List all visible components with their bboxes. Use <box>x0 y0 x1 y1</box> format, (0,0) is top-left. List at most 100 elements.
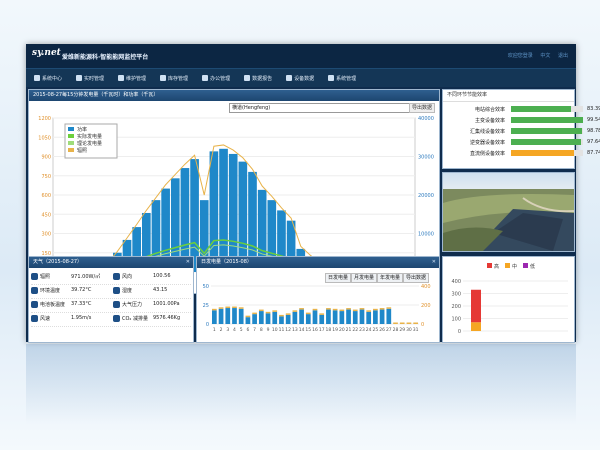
header-link-welcome[interactable]: 欢迎您登录 <box>507 53 533 59</box>
weather-cell: 环境温度 <box>31 287 60 294</box>
daily-bar-cap <box>319 313 325 315</box>
nav-item-7[interactable]: 系统管理 <box>328 75 356 82</box>
efficiency-fill <box>511 106 572 112</box>
device-icon <box>286 75 293 81</box>
efficiency-title-text: 不同环节节能效率 <box>447 92 488 98</box>
daily-bar <box>339 311 345 324</box>
close-icon[interactable]: ✕ <box>431 259 436 265</box>
daily-x-tick: 21 <box>346 327 352 333</box>
legend-label: 理论发电量 <box>77 140 102 147</box>
sun-icon <box>31 273 38 280</box>
efficiency-track <box>511 128 583 134</box>
daily-x-tick: 23 <box>359 327 365 333</box>
app-logo: sy.net <box>32 48 61 58</box>
weather-value: 43.15 <box>153 287 168 293</box>
alarm-bar-mid <box>471 322 481 331</box>
power-bar <box>190 159 199 272</box>
weather-value: 100.56 <box>153 273 171 279</box>
efficiency-label: 电站综合效率 <box>474 107 505 113</box>
weather-grid: 辐照 971.00W/㎡ 风向 100.56 环境温度 39.72°C 湿度 43.15 电池板… <box>31 271 191 327</box>
weather-cell: 风速 <box>31 315 50 322</box>
daily-bar <box>379 309 385 324</box>
efficiency-value: 83.39% <box>587 106 600 112</box>
daily-x-tick: 6 <box>246 327 249 333</box>
daily-bar-cap <box>252 312 257 315</box>
daily-x-tick: 12 <box>285 327 291 333</box>
daily-button[interactable]: 日发电量 <box>325 273 352 283</box>
daily-x-tick: 13 <box>292 327 298 333</box>
power-bar <box>180 168 190 272</box>
close-icon[interactable]: ✕ <box>185 259 190 265</box>
power-bar <box>277 210 286 272</box>
nav-item-2[interactable]: 维护管理 <box>118 75 146 82</box>
daily-y-tick: 0 <box>206 322 209 328</box>
power-bar <box>151 200 161 272</box>
yearly-button[interactable]: 年发电量 <box>377 273 404 283</box>
daily-bar-cap <box>218 307 224 309</box>
daily-bar-cap <box>265 311 271 314</box>
power-bar <box>199 200 209 272</box>
main-chart-title: 2015-08-27每15分钟发电量（千瓦时）和功率（千瓦） <box>29 90 439 101</box>
legend-swatch <box>68 127 74 131</box>
weather-value: 39.72°C <box>71 287 92 293</box>
power-bar <box>132 227 141 272</box>
monthly-button[interactable]: 月发电量 <box>351 273 378 283</box>
main-nav: 系统中心 实时管理 维护管理 库存管理 办公管理 数据报告 设备数据 系统管理 <box>26 68 576 87</box>
daily-y-tick: 50 <box>203 284 209 290</box>
box-icon <box>160 75 167 81</box>
efficiency-row: 逆变器设备效率 97.64% <box>443 137 600 148</box>
nav-item-0[interactable]: 系统中心 <box>34 75 62 82</box>
weather-cell: 风向 <box>113 273 132 280</box>
daily-x-tick: 16 <box>312 327 318 333</box>
daily-x-tick: 10 <box>272 327 278 333</box>
humidity-icon <box>113 287 120 294</box>
weather-cell: 辐照 <box>31 273 50 280</box>
irradiance-line <box>97 144 330 270</box>
export-data-button[interactable]: 导出数据 <box>408 103 435 113</box>
export-daily-button[interactable]: 导出数据 <box>403 273 430 283</box>
weather-row: 辐照 971.00W/㎡ 风向 100.56 <box>31 271 191 285</box>
daily-x-tick: 17 <box>319 327 325 333</box>
daily-bar <box>245 317 251 324</box>
daily-x-tick: 9 <box>267 327 270 333</box>
nav-item-4[interactable]: 办公管理 <box>202 75 230 82</box>
daily-x-tick: 24 <box>366 327 372 333</box>
nav-item-3[interactable]: 库存管理 <box>160 75 188 82</box>
nav-item-1[interactable]: 实时管理 <box>76 75 104 82</box>
y-left-tick: 900 <box>41 155 51 161</box>
nav-item-label: 实时管理 <box>84 75 105 82</box>
daily-y2-tick: 200 <box>421 303 431 309</box>
weather-label: 湿度 <box>122 288 133 294</box>
efficiency-label: 主变设备效率 <box>474 118 505 124</box>
daily-title: 日发电量（2015-08） ✕ <box>197 257 439 268</box>
power-bar <box>141 212 151 272</box>
alarm-panel: 高 中 低 0 100 200 300 400 <box>442 256 575 343</box>
y-left-tick: 1200 <box>38 116 51 122</box>
daily-bar <box>386 308 392 324</box>
daily-bar <box>366 311 372 324</box>
weather-row: 环境温度 39.72°C 湿度 43.15 <box>31 285 191 299</box>
daily-bar <box>225 308 231 324</box>
weather-label: 辐照 <box>40 274 51 280</box>
y-left-tick: 1050 <box>38 135 51 141</box>
app-header: sy.net 爱维新能源科·智能能网监控平台 欢迎您登录 中文 退出 <box>26 44 576 68</box>
daily-x-tick: 2 <box>220 327 223 333</box>
header-link-logout[interactable]: 退出 <box>557 53 568 59</box>
daily-bar-cap <box>406 322 412 324</box>
power-bar <box>267 200 277 272</box>
daily-bar <box>373 310 378 324</box>
alarm-y-tick: 0 <box>458 329 461 335</box>
daily-x-tick: 1 <box>213 327 216 333</box>
nav-item-5[interactable]: 数据报告 <box>244 75 272 82</box>
daily-bar-cap <box>393 322 398 324</box>
efficiency-fill <box>511 128 583 134</box>
daily-bar <box>279 316 284 324</box>
daily-generation-panel: 日发电量（2015-08） ✕ 日发电量 月发电量 年发电量 导出数据 0 25 5… <box>196 256 440 343</box>
nav-item-6[interactable]: 设备数据 <box>286 75 314 82</box>
y-left-tick: 600 <box>41 193 51 199</box>
alarm-legend-swatch <box>505 263 510 268</box>
weather-title-text: 天气（2015-08-27） <box>33 259 83 265</box>
header-link-language[interactable]: 中文 <box>540 53 551 59</box>
daily-bar-cap <box>379 308 385 310</box>
